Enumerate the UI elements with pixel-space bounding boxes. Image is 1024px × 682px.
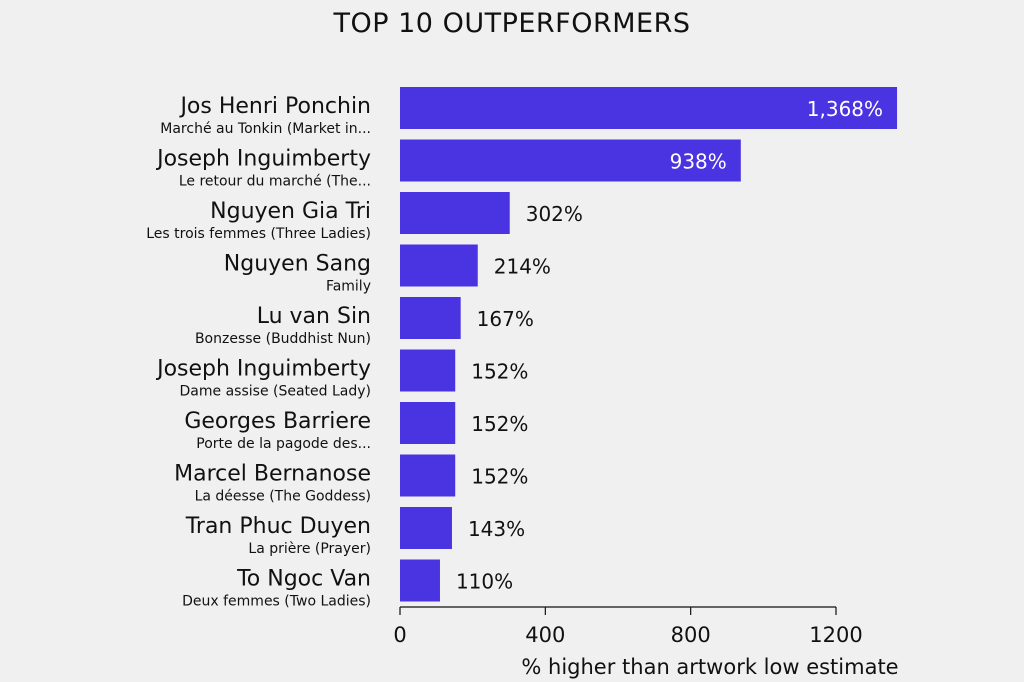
bar [400,507,452,549]
artist-label: Georges Barriere [184,409,371,434]
labels-layer: Jos Henri Ponchin Marché au Tonkin (Marke… [146,94,883,610]
artwork-label: Deux femmes (Two Ladies) [182,594,371,610]
bar [400,297,461,339]
x-axis: 0 400 800 1200 [393,606,863,647]
artist-label: Jos Henri Ponchin [178,94,371,119]
chart-title: TOP 10 OUTPERFORMERS [333,8,691,39]
artist-label: Tran Phuc Duyen [185,514,371,539]
artwork-label: Les trois femmes (Three Ladies) [146,226,371,242]
data-label: 152% [471,412,528,436]
bar [400,402,456,444]
artist-label: Lu van Sin [257,304,371,329]
data-label: 302% [526,202,583,226]
data-label: 110% [456,570,513,594]
artwork-label: Le retour du marché (The... [179,174,371,190]
artwork-label: Dame assise (Seated Lady) [180,384,371,400]
artist-label: Joseph Inguimberty [155,147,371,172]
x-tick-label: 400 [525,623,565,647]
bar [400,139,741,182]
bar [400,192,510,234]
artwork-label: Porte de la pagode des... [196,436,371,452]
artwork-label: La prière (Prayer) [248,541,371,557]
data-label: 152% [471,360,528,384]
bar [400,559,440,602]
bar [400,454,456,497]
data-label: 214% [494,255,551,279]
data-label: 167% [477,307,534,331]
artwork-label: La déesse (The Goddess) [195,489,371,505]
data-label: 143% [468,517,525,541]
x-tick-label: 1200 [809,623,862,647]
artist-label: Joseph Inguimberty [155,357,371,382]
bar [400,349,456,392]
artwork-label: Marché au Tonkin (Market in... [160,121,371,137]
artist-label: Nguyen Gia Tri [210,199,371,224]
bars-layer [400,87,898,602]
data-label: 1,368% [807,97,883,121]
data-label: 938% [670,150,727,174]
artist-label: Marcel Bernanose [174,462,371,487]
artist-label: To Ngoc Van [236,567,371,592]
bar [400,244,478,287]
artwork-label: Family [326,279,371,295]
artist-label: Nguyen Sang [224,252,371,277]
x-tick-label: 0 [393,623,406,647]
data-label: 152% [471,465,528,489]
bar [400,87,898,129]
x-tick-label: 800 [671,623,711,647]
x-axis-title: % higher than artwork low estimate [521,655,898,679]
artwork-label: Bonzesse (Buddhist Nun) [195,331,371,347]
